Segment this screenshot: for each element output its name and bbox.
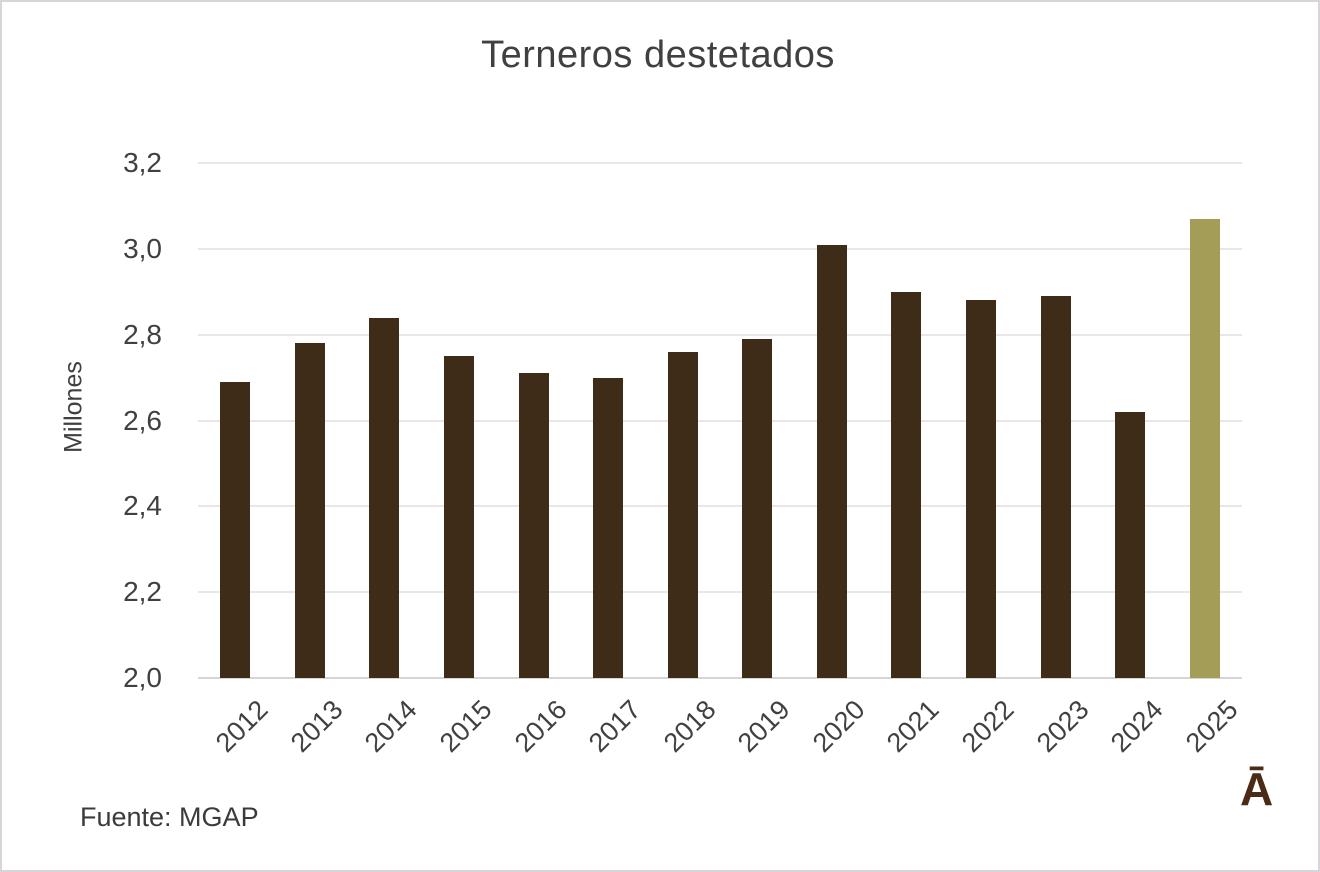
bar-2024 [1115, 411, 1146, 678]
bar-2014 [369, 317, 400, 678]
plot-area [198, 162, 1242, 679]
y-tick-label: 2,2 [123, 576, 162, 608]
y-tick-label: 2,4 [123, 490, 162, 522]
x-tick-label: 2013 [284, 694, 349, 758]
source-note: Fuente: MGAP [80, 802, 259, 832]
x-tick-label: 2024 [1104, 694, 1169, 758]
x-tick-label: 2017 [582, 694, 647, 758]
gridline [198, 591, 1242, 594]
x-tick-label: 2012 [210, 694, 274, 758]
bar-2025 [1189, 218, 1220, 678]
y-tick-label: 2,6 [123, 404, 162, 436]
x-tick-label: 2014 [359, 694, 423, 758]
bar-2021 [891, 291, 922, 678]
x-tick-label: 2016 [508, 694, 573, 758]
y-tick-label: 2,8 [123, 318, 162, 350]
x-axis-line [198, 677, 1242, 679]
gridline [198, 419, 1242, 422]
bar-2015 [444, 356, 474, 678]
bar-2012 [220, 381, 251, 678]
gridline [198, 505, 1242, 508]
bar-2022 [966, 300, 996, 678]
chart-title: Terneros destetados [481, 34, 835, 76]
bar-2018 [667, 351, 698, 678]
x-tick-label: 2019 [732, 694, 796, 758]
gridline [198, 162, 1242, 164]
bar-2013 [294, 343, 325, 678]
x-tick-label: 2025 [1179, 694, 1244, 758]
logo-glyph: Ā [1240, 763, 1274, 815]
x-tick-label: 2023 [1030, 694, 1095, 758]
x-tick-label: 2020 [806, 694, 871, 758]
x-tick-label: 2022 [955, 694, 1020, 758]
bar-2023 [1040, 296, 1071, 678]
gridline [198, 333, 1242, 336]
x-tick-label: 2021 [881, 694, 945, 758]
bar-2019 [742, 338, 773, 678]
bar-2017 [593, 377, 624, 678]
gridline [198, 247, 1242, 250]
y-tick-label: 3,0 [123, 232, 162, 264]
y-tick-label: 2,0 [123, 662, 162, 693]
x-tick-label: 2018 [657, 694, 722, 758]
bar-2020 [816, 244, 847, 678]
y-tick-label: 3,2 [123, 147, 162, 178]
bar-2016 [518, 373, 549, 678]
x-tick-label: 2015 [433, 694, 498, 758]
